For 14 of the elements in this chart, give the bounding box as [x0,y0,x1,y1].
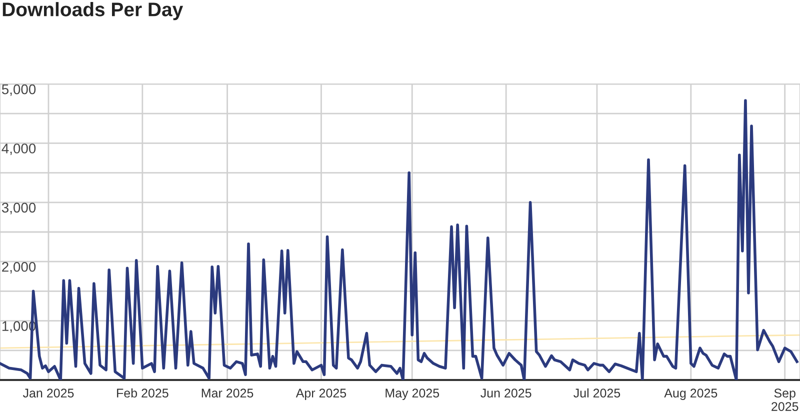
x-tick-label: Sep 2025 [772,388,798,411]
x-tick-label: Jun 2025 [480,388,532,398]
y-tick-label: 2,000 [2,262,36,274]
x-tick-label: Mar 2025 [202,388,254,398]
chart-title: Downloads Per Day [2,2,184,20]
x-tick-label: May 2025 [386,388,440,400]
x-tick-label: Apr 2025 [296,388,346,400]
y-tick-label: 4,000 [2,144,36,156]
y-tick-label: 5,000 [2,84,36,96]
x-tick-label: Jul 2025 [574,388,620,398]
x-tick-label: Jan 2025 [22,388,74,398]
x-tick-label: Feb 2025 [117,388,168,398]
x-tick-label: Aug 2025 [664,388,718,400]
y-tick-label: 3,000 [2,202,36,214]
